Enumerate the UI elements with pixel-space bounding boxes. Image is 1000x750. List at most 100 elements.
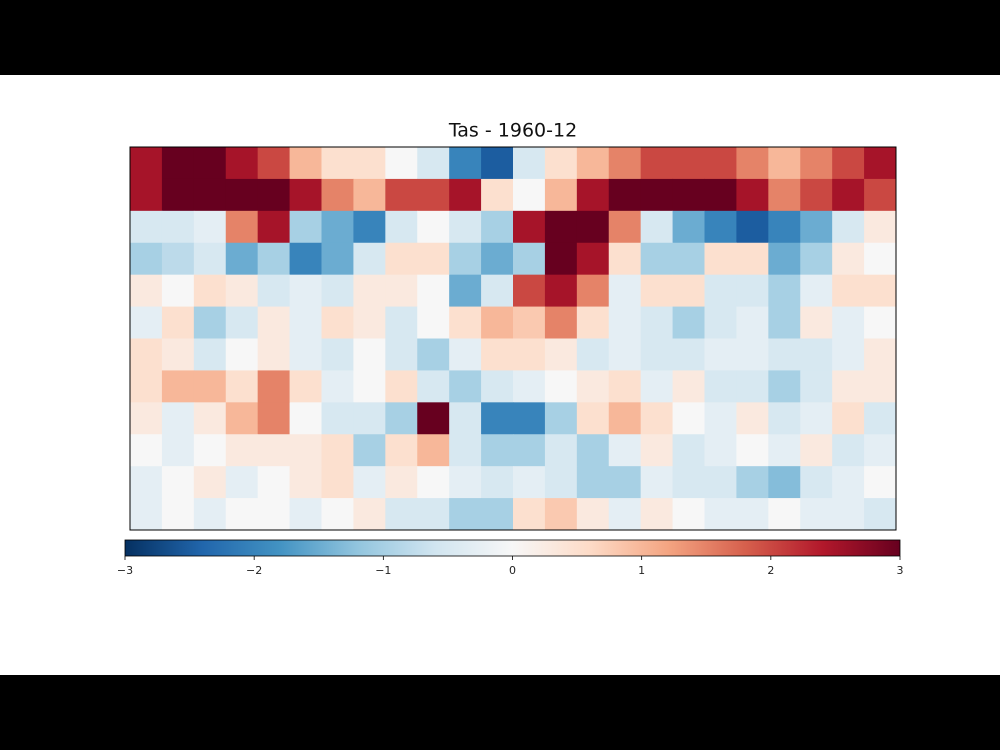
map-cell — [289, 242, 322, 276]
map-cell — [225, 274, 259, 308]
map-cell — [513, 466, 546, 499]
map-cell — [864, 274, 897, 308]
map-cell — [353, 306, 386, 339]
map-cell — [576, 147, 610, 180]
map-cell — [544, 498, 578, 531]
map-cell — [576, 338, 610, 371]
map-cell — [864, 306, 897, 339]
map-cell — [385, 402, 418, 435]
map-cell — [289, 370, 322, 403]
map-cell — [161, 370, 195, 403]
map-cell — [768, 434, 801, 467]
map-cell — [608, 306, 642, 339]
map-cell — [481, 434, 514, 467]
map-cell — [225, 306, 259, 339]
map-cell — [481, 147, 514, 180]
map-cell — [513, 306, 546, 339]
map-cell — [130, 178, 163, 212]
map-cell — [513, 434, 546, 467]
map-cell — [385, 338, 418, 371]
map-cell — [161, 466, 195, 499]
map-cell — [130, 242, 163, 276]
map-cell — [161, 402, 195, 435]
map-cell — [832, 434, 865, 467]
map-cell — [417, 498, 450, 531]
map-cell — [257, 370, 291, 403]
map-cell — [608, 210, 642, 244]
map-cell — [225, 147, 259, 180]
map-cell — [513, 402, 546, 435]
map-cell — [672, 178, 705, 212]
map-cell — [704, 274, 737, 308]
colorbar-tick-label: 0 — [509, 564, 516, 577]
colorbar-tick-label: 1 — [638, 564, 645, 577]
map-cell — [417, 242, 450, 276]
map-cell — [576, 210, 610, 244]
map-cells — [130, 147, 897, 531]
map-cell — [161, 178, 195, 212]
map-cell — [130, 306, 163, 339]
map-cell — [289, 466, 322, 499]
map-cell — [513, 370, 546, 403]
map-cell — [161, 306, 195, 339]
map-cell — [385, 498, 418, 531]
map-cell — [257, 498, 291, 531]
map-cell — [225, 242, 259, 276]
map-cell — [353, 178, 386, 212]
map-cell — [481, 210, 514, 244]
map-cell — [161, 498, 195, 531]
map-cell — [449, 402, 482, 435]
map-cell — [800, 242, 833, 276]
map-cell — [768, 338, 801, 371]
map-cell — [353, 274, 386, 308]
map-cell — [225, 370, 259, 403]
map-cell — [832, 242, 865, 276]
map-cell — [640, 274, 674, 308]
map-cell — [161, 338, 195, 371]
map-cell — [289, 402, 322, 435]
colorbar-tick-label: −3 — [117, 564, 133, 577]
map-cell — [225, 498, 259, 531]
map-cell — [832, 178, 865, 212]
map-cell — [417, 434, 450, 467]
map-cell — [864, 338, 897, 371]
map-cell — [800, 402, 833, 435]
map-cell — [417, 147, 450, 180]
map-cell — [672, 498, 705, 531]
map-cell — [449, 306, 482, 339]
map-cell — [449, 178, 482, 212]
map-cell — [544, 274, 578, 308]
map-cell — [608, 402, 642, 435]
map-cell — [672, 306, 705, 339]
map-cell — [832, 147, 865, 180]
map-cell — [513, 178, 546, 212]
map-cell — [832, 274, 865, 308]
map-cell — [289, 147, 322, 180]
map-cell — [608, 498, 642, 531]
map-cell — [608, 178, 642, 212]
map-cell — [864, 147, 897, 180]
map-cell — [385, 210, 418, 244]
map-cell — [608, 434, 642, 467]
map-cell — [257, 274, 291, 308]
map-cell — [513, 242, 546, 276]
map-cell — [576, 466, 610, 499]
map-cell — [449, 370, 482, 403]
map-cell — [544, 242, 578, 276]
map-cell — [130, 466, 163, 499]
map-cell — [704, 338, 737, 371]
map-cell — [768, 147, 801, 180]
map-cell — [353, 147, 386, 180]
map-cell — [193, 242, 227, 276]
map-cell — [289, 178, 322, 212]
map-cell — [257, 242, 291, 276]
map-cell — [513, 498, 546, 531]
map-cell — [704, 498, 737, 531]
map-cell — [385, 370, 418, 403]
map-cell — [130, 402, 163, 435]
map-cell — [353, 210, 386, 244]
map-cell — [289, 210, 322, 244]
map-cell — [608, 274, 642, 308]
map-cell — [353, 498, 386, 531]
